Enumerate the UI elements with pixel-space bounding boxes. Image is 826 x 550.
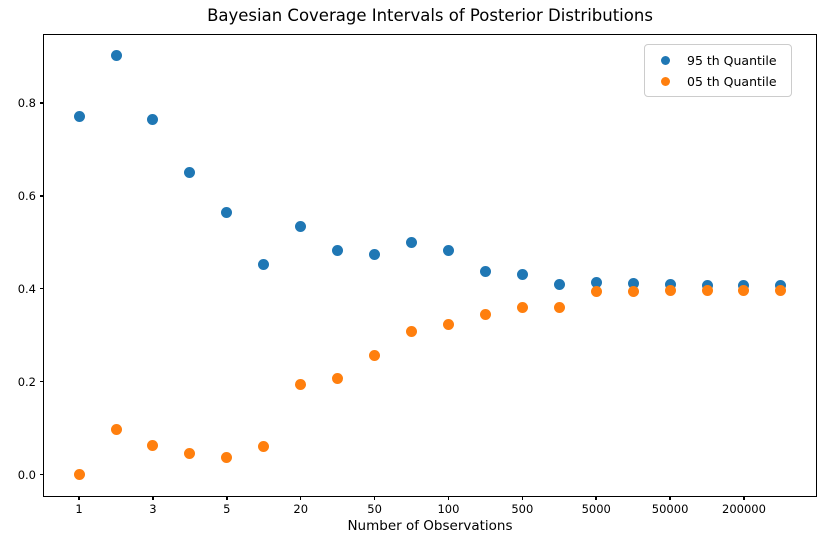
scatter-point bbox=[221, 451, 233, 463]
x-tick bbox=[226, 496, 228, 500]
scatter-point bbox=[369, 350, 381, 362]
legend-item-95th-quantile: 95 th Quantile bbox=[661, 51, 777, 69]
x-tick bbox=[447, 496, 450, 500]
scatter-point bbox=[738, 284, 750, 296]
scatter-point bbox=[332, 372, 344, 384]
y-tick bbox=[40, 195, 44, 197]
x-tick-label: 5 bbox=[223, 502, 231, 516]
scatter-point bbox=[479, 266, 491, 278]
y-tick-label: 0.2 bbox=[17, 374, 36, 389]
scatter-point bbox=[590, 286, 602, 298]
scatter-point bbox=[184, 448, 196, 460]
x-tick bbox=[152, 496, 154, 500]
legend-item-05th-quantile: 05 th Quantile bbox=[661, 72, 777, 90]
x-tick bbox=[521, 496, 524, 500]
legend-label-05th: 05 th Quantile bbox=[687, 73, 777, 89]
x-tick bbox=[373, 496, 376, 500]
x-tick-label: 1 bbox=[75, 502, 83, 516]
scatter-point bbox=[110, 424, 122, 436]
scatter-point bbox=[664, 279, 676, 291]
scatter-point bbox=[184, 167, 196, 179]
scatter-point bbox=[258, 259, 270, 271]
y-tick bbox=[40, 473, 44, 476]
scatter-point bbox=[221, 207, 233, 219]
x-tick-label: 5000 bbox=[581, 502, 611, 516]
scatter-point bbox=[627, 286, 639, 298]
scatter-point bbox=[664, 284, 676, 296]
x-tick bbox=[595, 496, 597, 500]
x-tick-label: 50000 bbox=[651, 502, 689, 516]
y-tick-label: 0.4 bbox=[17, 281, 36, 296]
y-tick bbox=[40, 102, 44, 104]
scatter-point bbox=[479, 309, 491, 321]
scatter-point bbox=[553, 278, 565, 290]
scatter-point bbox=[73, 110, 85, 122]
x-tick-label: 20 bbox=[293, 502, 309, 516]
x-tick-label: 500 bbox=[511, 502, 534, 516]
legend-marker-05th-icon bbox=[661, 76, 670, 86]
scatter-point bbox=[516, 302, 528, 314]
chart-title: Bayesian Coverage Intervals of Posterior… bbox=[207, 6, 653, 25]
x-tick bbox=[743, 496, 745, 500]
scatter-point bbox=[701, 284, 713, 296]
x-tick-label: 50 bbox=[367, 502, 382, 516]
scatter-point bbox=[295, 378, 307, 390]
scatter-point bbox=[73, 468, 85, 480]
scatter-point bbox=[442, 245, 454, 257]
scatter-point bbox=[147, 440, 159, 452]
scatter-point bbox=[369, 248, 381, 260]
x-tick bbox=[669, 496, 671, 500]
scatter-point bbox=[258, 441, 270, 453]
y-tick-label: 0.8 bbox=[17, 95, 36, 110]
y-tick bbox=[40, 380, 44, 383]
scatter-point bbox=[110, 49, 122, 61]
scatter-point bbox=[590, 276, 602, 288]
x-tick bbox=[78, 496, 80, 500]
y-tick bbox=[40, 287, 44, 290]
x-tick bbox=[299, 496, 302, 500]
scatter-point bbox=[553, 301, 565, 313]
scatter-point bbox=[147, 113, 159, 125]
y-tick-label: 0.6 bbox=[17, 188, 36, 203]
scatter-point bbox=[406, 326, 418, 338]
scatter-point bbox=[775, 279, 787, 291]
y-tick-label: 0.0 bbox=[17, 467, 36, 482]
scatter-point bbox=[627, 277, 639, 289]
scatter-point bbox=[406, 237, 418, 249]
scatter-point bbox=[442, 319, 454, 331]
scatter-point bbox=[295, 220, 307, 232]
x-axis-label: Number of Observations bbox=[347, 518, 513, 534]
legend-label-95th: 95 th Quantile bbox=[687, 52, 777, 68]
plot-area: 1 3 5 20 50 100 500 5000 50000 200000 0.0 0.2 0.4 0.6… bbox=[18, 34, 817, 516]
x-tick-label: 3 bbox=[149, 502, 157, 516]
x-tick-label: 200000 bbox=[722, 502, 766, 516]
scatter-point bbox=[332, 245, 344, 257]
scatter-point bbox=[516, 269, 528, 281]
x-tick-label: 100 bbox=[437, 502, 460, 516]
legend-marker-95th-icon bbox=[661, 55, 670, 65]
legend: 95 th Quantile 05 th Quantile bbox=[644, 44, 792, 97]
scatter-point bbox=[775, 285, 787, 297]
